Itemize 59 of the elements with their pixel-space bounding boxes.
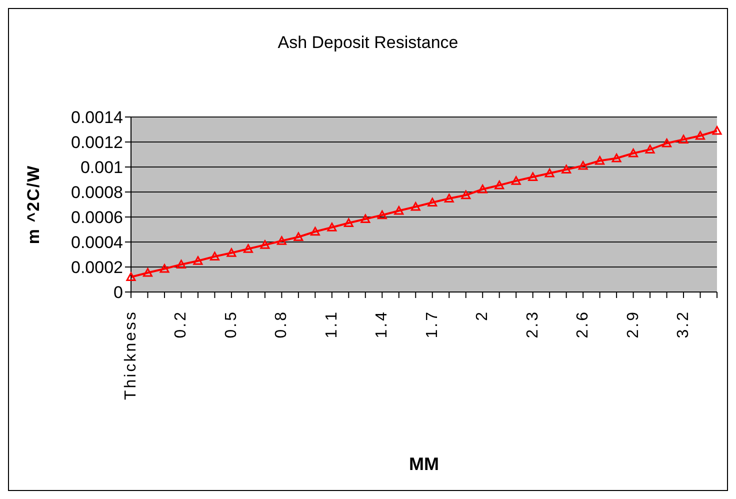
y-tick-label: 0.001 [80,158,123,178]
x-tick-label: 1.7 [424,310,441,338]
point [662,138,672,148]
point [294,232,304,241]
x-tick-label: 0.8 [273,310,290,338]
chart-title: Ash Deposit Resistance [276,33,460,53]
point [494,180,504,190]
point [612,154,622,162]
x-tick-label: 1.1 [323,310,340,338]
point [444,194,454,202]
x-tick-label: 2 [474,310,492,321]
y-tick-label: 0.0004 [71,233,123,252]
x-tick-label: 2.6 [574,310,592,338]
y-tick-label: 0.0008 [71,183,123,202]
point [678,134,688,144]
point [243,244,253,253]
point [478,184,488,194]
point [410,202,420,211]
point [544,168,554,178]
point [360,214,370,223]
x-tick-label: 2.9 [624,310,642,338]
point [210,252,220,260]
point [696,131,706,140]
point [276,236,286,245]
x-tick-label: 0.2 [172,310,190,338]
point [528,172,538,181]
x-tick-label: 0.5 [222,310,240,338]
point [327,222,337,232]
x-tick-label: Thickness [122,310,140,400]
x-axis-title: MM [409,454,439,474]
y-tick-label: 0.0012 [71,133,123,152]
point [126,272,136,281]
point [310,226,320,236]
y-tick-label: 0 [114,283,123,302]
point [142,268,152,277]
point [193,256,203,265]
point [394,206,404,215]
x-tick-label: 3.2 [675,310,692,338]
point [511,176,521,185]
y-tick-label: 0.0006 [71,208,123,228]
point [226,248,236,257]
point [595,156,605,165]
point [428,198,438,206]
point [176,260,186,268]
y-axis-title: m ^2C/W [24,164,44,244]
x-tick-label: 2.3 [524,310,542,338]
point [578,161,588,170]
y-tick-label: 0.0002 [71,258,123,278]
point [645,144,655,154]
point [461,190,471,200]
x-tick-label: 1.4 [374,310,391,338]
point [628,148,638,158]
point [344,218,354,227]
point [562,164,572,174]
y-tick-label: 0.0014 [71,108,123,128]
point [712,126,722,135]
point [260,240,270,249]
point [160,264,170,273]
point [377,210,387,220]
